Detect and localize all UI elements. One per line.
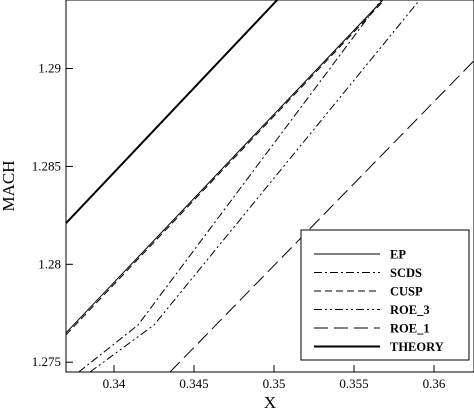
- series-line-roe-3: [89, 0, 420, 372]
- series-line-cusp: [66, 0, 385, 336]
- series-layer: [66, 0, 474, 372]
- legend-label: THEORY: [390, 340, 444, 354]
- series-line-roe-1: [169, 60, 474, 372]
- x-tick-label: 0.34: [103, 376, 126, 391]
- tick-layer: 0.34 0.345 0.35 0.355 0.36 1.275 1.28 1.285 1.29: [32, 61, 446, 391]
- legend-label: ROE_3: [390, 303, 430, 317]
- x-axis-label: X: [264, 393, 276, 412]
- legend-label: CUSP: [390, 285, 423, 299]
- y-tick-label: 1.285: [32, 158, 61, 173]
- x-tick-label: 0.36: [423, 376, 446, 391]
- x-tick-label: 0.345: [179, 376, 208, 391]
- series-line-scds: [78, 0, 382, 372]
- legend-label: SCDS: [390, 266, 422, 280]
- y-tick-label: 1.28: [38, 256, 61, 271]
- y-tick-label: 1.29: [38, 61, 61, 76]
- legend-entries: EP SCDS CUSP ROE_3 ROE_1 THEORY: [314, 248, 444, 354]
- x-tick-label: 0.355: [339, 376, 368, 391]
- x-tick-label: 0.35: [263, 376, 286, 391]
- y-tick-label: 1.275: [32, 354, 61, 369]
- legend-box: [300, 229, 470, 361]
- series-line-ep: [66, 0, 384, 334]
- plot-area: 0.34 0.345 0.35 0.355 0.36 1.275 1.28 1.285 1.29: [32, 0, 474, 391]
- legend-label: ROE_1: [390, 322, 430, 336]
- legend-label: EP: [390, 248, 406, 262]
- plot-frame: [65, 0, 474, 373]
- y-axis-label: MACH: [0, 160, 18, 211]
- series-line-theory: [66, 0, 278, 224]
- legend: EP SCDS CUSP ROE_3 ROE_1 THEORY: [300, 229, 470, 361]
